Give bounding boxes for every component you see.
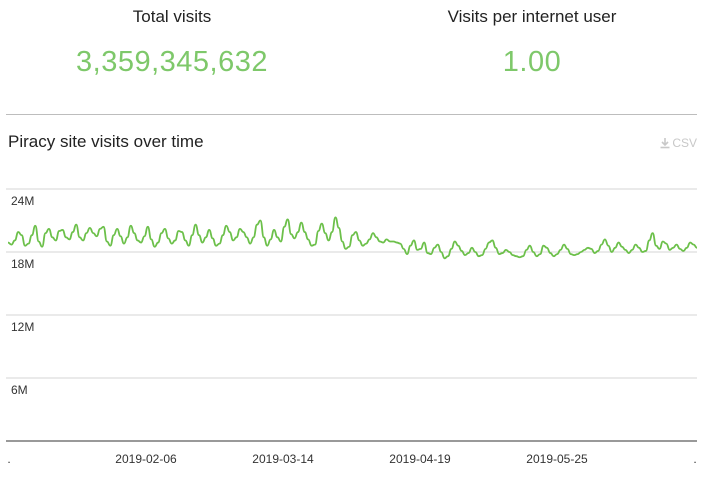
total-visits-value: 3,359,345,632: [76, 46, 268, 78]
visits-per-user-value: 1.00: [502, 46, 562, 78]
y-tick-label: 12M: [11, 320, 34, 334]
y-tick-label: 6M: [11, 383, 28, 397]
section-divider: [6, 114, 697, 115]
x-tick-label: 2019-05-25: [526, 452, 588, 466]
series-line: [7, 216, 698, 260]
x-tick-label: 2019-04-19: [389, 452, 451, 466]
visits-per-user-label: Visits per internet user: [447, 7, 617, 26]
x-tick-label: .: [693, 452, 696, 466]
x-tick-label: 2019-02-06: [115, 452, 177, 466]
x-tick-label: 2019-03-14: [252, 452, 314, 466]
x-tick-label: .: [7, 452, 10, 466]
download-icon: [660, 137, 670, 149]
csv-label: CSV: [672, 136, 697, 150]
chart-section-title: Piracy site visits over time: [8, 132, 204, 151]
csv-download-button[interactable]: CSV: [660, 136, 697, 150]
y-tick-label: 24M: [11, 194, 34, 208]
y-tick-label: 18M: [11, 257, 34, 271]
visits-line-chart: 6M 12M 18M 24M. 2019-02-06 2019-03-14 2019-04-…: [6, 188, 698, 466]
total-visits-label: Total visits: [132, 7, 212, 26]
